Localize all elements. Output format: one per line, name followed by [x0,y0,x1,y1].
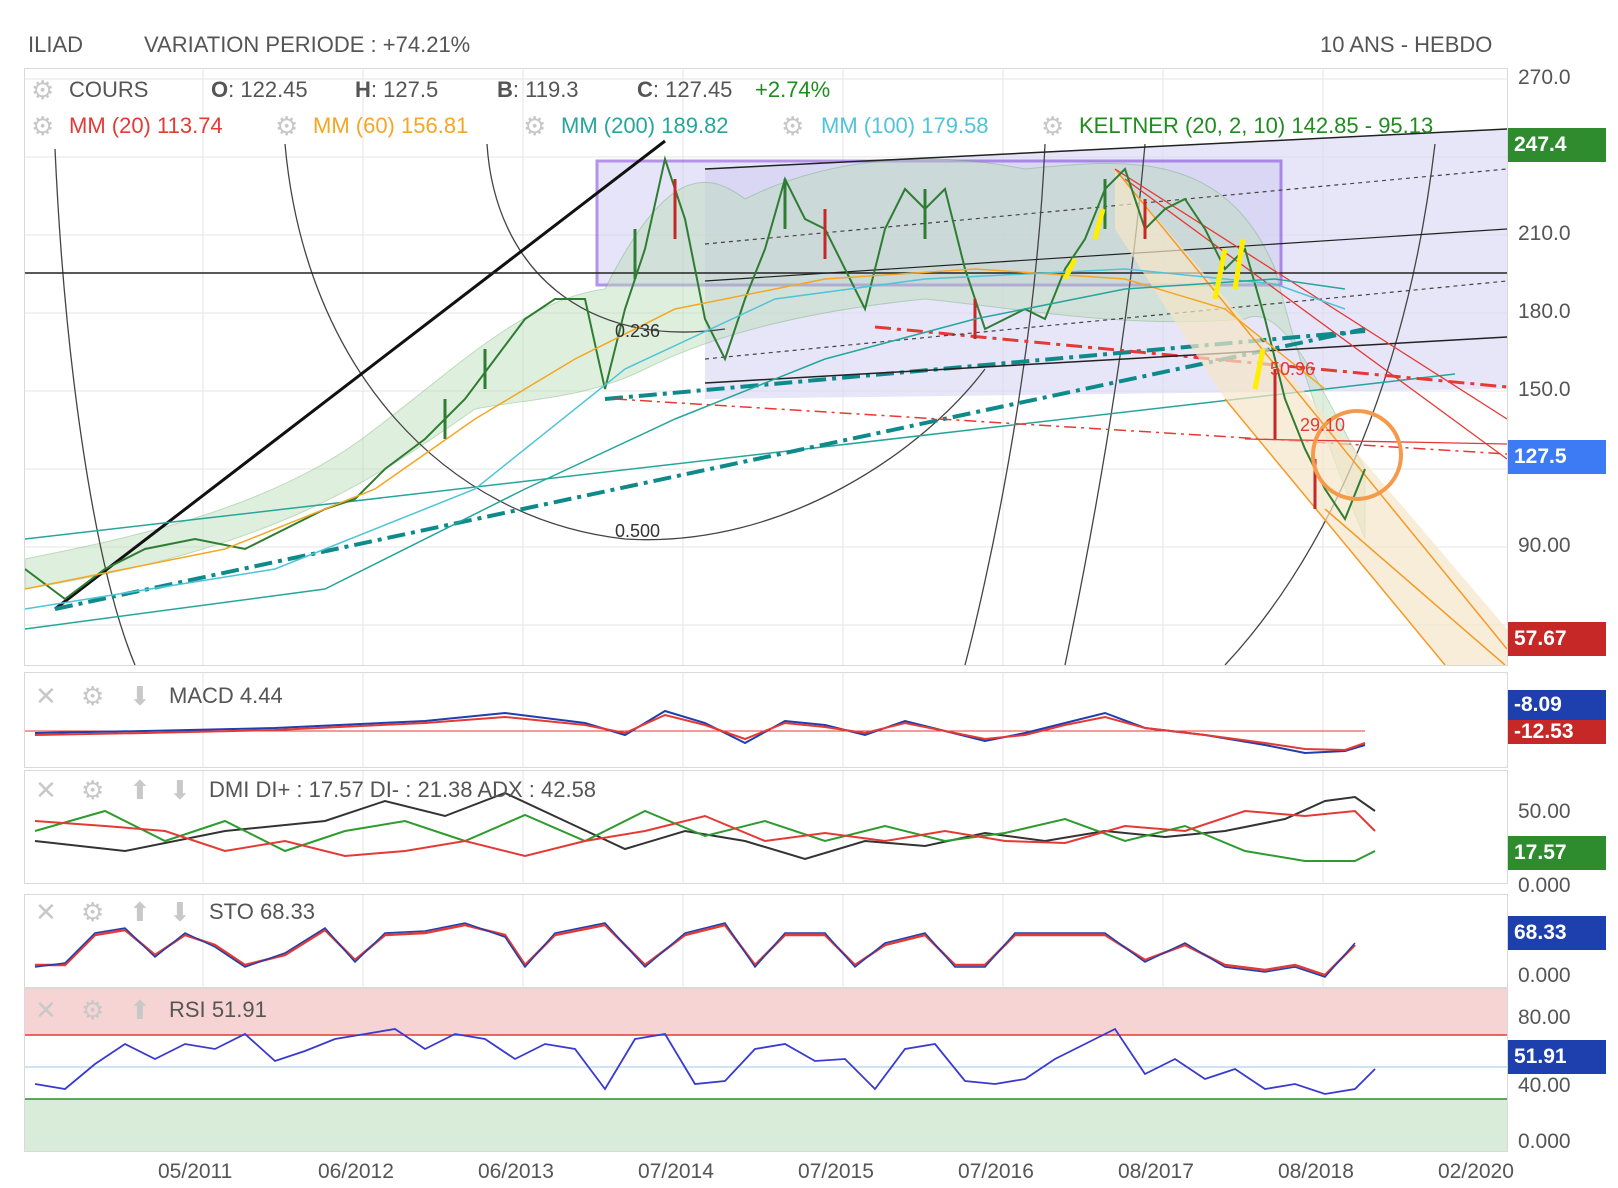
gear-icon[interactable]: ⚙ [81,681,105,711]
indicator-mm20: MM (20) 113.74 [69,113,223,138]
arrow-down-icon[interactable]: ⬇ [129,681,151,711]
x-tick: 08/2017 [1118,1160,1194,1183]
indicator-mm60: MM (60) 156.81 [313,113,469,138]
annotation-2: 29.10 [1300,415,1345,435]
macd-chart [25,673,1366,767]
cours-label: COURS [69,77,149,102]
sto-tag: 68.33 [1508,916,1606,950]
gear-icon[interactable]: ⚙ [275,111,299,141]
close-icon[interactable]: ✕ [35,897,57,927]
variation-text: VARIATION PERIODE : +74.21% [144,32,471,57]
macd-panel: ✕ ⚙ ⬇ MACD 4.44 [24,672,1508,768]
close-icon[interactable]: ✕ [35,995,57,1025]
gear-icon[interactable]: ⚙ [523,111,547,141]
x-tick: 07/2015 [798,1160,874,1183]
price-tag-high: 247.4 [1508,128,1606,162]
price-tag-current: 127.5 [1508,440,1606,474]
fib-label-0236: 0.236 [615,321,660,341]
ohlc-low: B: 119.3 [497,77,579,102]
arrow-up-icon[interactable]: ⬆ [129,995,151,1025]
dmi-panel: ✕ ⚙ ⬆ ⬇ DMI DI+ : 17.57 DI- : 21.38 ADX … [24,770,1508,884]
arrow-down-icon[interactable]: ⬇ [169,775,191,805]
close-icon[interactable]: ✕ [35,775,57,805]
price-chart: 0.236 0.500 50.96 29.10 [25,69,1507,665]
ohlc-open: O: 122.45 [211,77,308,102]
annotation-1: 50.96 [1270,359,1315,379]
gear-icon[interactable]: ⚙ [31,75,55,105]
period-text: 10 ANS - HEBDO [1320,32,1493,57]
arrow-up-icon[interactable]: ⬆ [129,775,151,805]
x-tick: 07/2014 [638,1160,714,1183]
y-tick: 90.00 [1518,534,1571,557]
y-tick: 150.0 [1518,378,1571,401]
macd-tag-2: -12.53 [1508,720,1606,744]
indicator-mm200: MM (200) 189.82 [561,113,729,138]
macd-tag-1: -8.09 [1508,690,1606,720]
sto-chart [34,895,1356,987]
y-tick: 0.000 [1518,1130,1571,1153]
ohlc-high: H: 127.5 [355,77,439,102]
gear-icon[interactable]: ⚙ [81,897,105,927]
x-tick: 05/2011 [158,1160,233,1183]
rsi-label: RSI 51.91 [169,997,267,1022]
y-tick: 50.00 [1518,800,1571,823]
dmi-tag: 17.57 [1508,836,1606,870]
y-tick: 180.0 [1518,300,1571,323]
x-tick: 06/2012 [318,1160,394,1183]
arrow-up-icon[interactable]: ⬆ [129,897,151,927]
y-tick: 40.00 [1518,1074,1571,1097]
price-tag-low: 57.67 [1508,622,1606,656]
ticker-title: ILIAD [28,32,84,57]
y-tick: 210.0 [1518,222,1571,245]
dmi-chart [34,771,1376,883]
sto-panel: ✕ ⚙ ⬆ ⬇ STO 68.33 [24,894,1508,988]
fib-label-0500: 0.500 [615,521,660,541]
indicator-keltner: KELTNER (20, 2, 10) 142.85 - 95.13 [1079,113,1434,138]
x-tick: 07/2016 [958,1160,1034,1183]
x-tick: 02/2020 [1438,1160,1514,1183]
macd-label: MACD 4.44 [169,683,283,708]
gear-icon[interactable]: ⚙ [1041,111,1065,141]
gear-icon[interactable]: ⚙ [81,775,105,805]
y-tick: 80.00 [1518,1006,1571,1029]
close-icon[interactable]: ✕ [35,681,57,711]
y-tick: 0.000 [1518,964,1571,987]
dmi-label: DMI DI+ : 17.57 DI- : 21.38 ADX : 42.58 [209,777,597,802]
gear-icon[interactable]: ⚙ [81,995,105,1025]
gear-icon[interactable]: ⚙ [781,111,805,141]
price-panel: 0.236 0.500 50.96 29.10 ⚙ COURS O: 122.4… [24,68,1508,666]
x-tick: 06/2013 [478,1160,554,1183]
x-tick: 08/2018 [1278,1160,1354,1183]
y-tick: 0.000 [1518,874,1571,897]
ohlc-close: C: 127.45 [637,77,733,102]
rsi-tag: 51.91 [1508,1040,1606,1074]
y-tick: 270.0 [1518,66,1571,89]
sto-label: STO 68.33 [209,899,316,924]
indicator-mm100: MM (100) 179.58 [821,113,989,138]
change-value: +2.74% [755,77,831,102]
rsi-chart [25,1027,1507,1100]
rsi-panel: ✕ ⚙ ⬆ RSI 51.91 [24,988,1508,1152]
gear-icon[interactable]: ⚙ [31,111,55,141]
arrow-down-icon[interactable]: ⬇ [169,897,191,927]
